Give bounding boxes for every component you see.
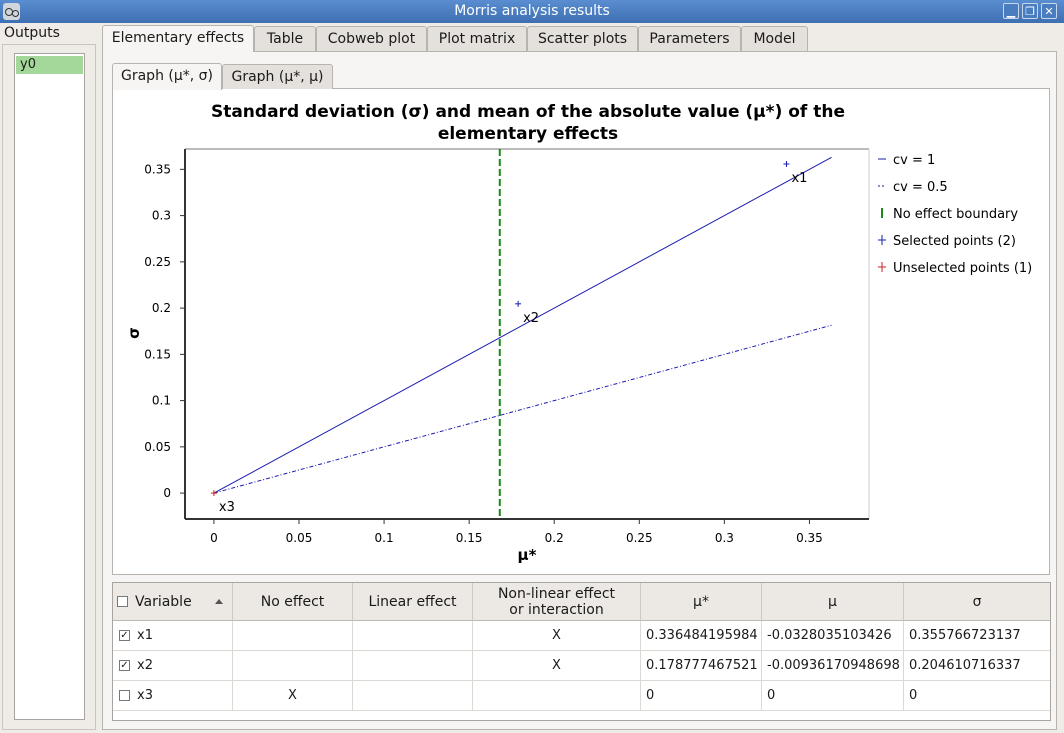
cell-nonlinear-effect[interactable]: X xyxy=(473,621,641,651)
y-axis-label: σ xyxy=(125,327,143,339)
close-button[interactable]: ✕ xyxy=(1041,3,1057,19)
tab-plot-matrix[interactable]: Plot matrix xyxy=(427,26,527,51)
cell-mu[interactable]: -0.0328035103426 xyxy=(762,621,904,651)
x-tick-label: 0.35 xyxy=(796,531,823,545)
x-tick-label: 0.3 xyxy=(715,531,734,545)
cell-nonlinear-effect[interactable]: X xyxy=(473,651,641,681)
outputs-label: Outputs xyxy=(4,25,60,41)
x-tick-label: 0 xyxy=(210,531,218,545)
cell-variable[interactable]: ✓ x1 xyxy=(113,621,233,651)
cell-mustar[interactable]: 0.178777467521 xyxy=(641,651,762,681)
cell-no-effect[interactable] xyxy=(233,651,353,681)
legend-label: Selected points (2) xyxy=(893,234,1016,249)
cv-1-line xyxy=(213,156,832,494)
cv-0-5-line xyxy=(213,324,832,494)
x-tick-label: 0.05 xyxy=(286,531,313,545)
y-tick-label: 0.35 xyxy=(144,162,171,176)
point-x1[interactable] xyxy=(783,161,790,168)
y-tick-label: 0.05 xyxy=(144,440,171,454)
column-header-nonlinear-effect[interactable]: Non-linear effect or interaction xyxy=(473,583,641,621)
cell-nonlinear-effect[interactable] xyxy=(473,681,641,711)
cell-sigma[interactable]: 0 xyxy=(904,681,1050,711)
subtab-graph-mustar-sigma[interactable]: Graph (μ*, σ) xyxy=(112,63,222,90)
y-tick-label: 0.2 xyxy=(152,301,171,315)
point-label: x1 xyxy=(791,171,807,186)
cell-mustar[interactable]: 0.336484195984 xyxy=(641,621,762,651)
cell-sigma[interactable]: 0.204610716337 xyxy=(904,651,1050,681)
sort-ascending-icon xyxy=(215,599,223,604)
row-checkbox[interactable]: ✓ xyxy=(119,660,130,671)
y-tick-label: 0.25 xyxy=(144,255,171,269)
plot-canvas xyxy=(185,149,869,519)
column-header-mustar[interactable]: μ* xyxy=(641,583,762,621)
point-x3[interactable] xyxy=(210,490,217,497)
tab-scatter-plots[interactable]: Scatter plots xyxy=(527,26,638,51)
app-icon xyxy=(3,3,20,20)
legend-item: No effect boundary xyxy=(881,207,1018,222)
legend-label: No effect boundary xyxy=(893,207,1018,222)
outputs-list[interactable]: y0 xyxy=(14,53,85,720)
minimize-button[interactable]: ▁ xyxy=(1003,3,1019,19)
cell-linear-effect[interactable] xyxy=(353,681,473,711)
legend-item: Selected points (2) xyxy=(878,234,1016,249)
tab-parameters[interactable]: Parameters xyxy=(638,26,741,51)
point-label: x2 xyxy=(523,311,539,326)
cell-variable[interactable]: ✓ x2 xyxy=(113,651,233,681)
x-tick-label: 0.2 xyxy=(545,531,564,545)
results-table[interactable]: Variable No effect Linear effect Non-lin… xyxy=(112,582,1051,721)
row-checkbox[interactable]: ✓ xyxy=(119,630,130,641)
x-tick-label: 0.1 xyxy=(375,531,394,545)
subtab-graph-mustar-mu[interactable]: Graph (μ*, μ) xyxy=(222,64,333,89)
cell-linear-effect[interactable] xyxy=(353,651,473,681)
column-header-no-effect[interactable]: No effect xyxy=(233,583,353,621)
y-tick-label: 0 xyxy=(163,486,171,500)
row-checkbox[interactable] xyxy=(119,690,130,701)
y-tick-label: 0.15 xyxy=(144,347,171,361)
select-all-checkbox[interactable] xyxy=(117,596,128,607)
cell-sigma[interactable]: 0.355766723137 xyxy=(904,621,1050,651)
x-axis-label: μ* xyxy=(518,546,537,564)
chart-title-line-2: elementary effects xyxy=(438,124,618,144)
chart-title-line-1: Standard deviation (σ) and mean of the a… xyxy=(211,102,845,122)
y-tick-label: 0.1 xyxy=(152,394,171,408)
legend-label: Unselected points (1) xyxy=(893,261,1032,276)
cell-no-effect[interactable]: X xyxy=(233,681,353,711)
tab-elementary-effects[interactable]: Elementary effects xyxy=(102,25,254,52)
legend-item: Unselected points (1) xyxy=(878,261,1032,276)
column-header-mu[interactable]: μ xyxy=(762,583,904,621)
tab-model[interactable]: Model xyxy=(741,26,808,51)
window-title: Morris analysis results xyxy=(454,3,610,19)
output-item-y0[interactable]: y0 xyxy=(16,56,83,74)
cell-mu[interactable]: -0.00936170948698 xyxy=(762,651,904,681)
cell-variable[interactable]: x3 xyxy=(113,681,233,711)
legend-item: cv = 0.5 xyxy=(878,180,948,195)
variable-name: x1 xyxy=(137,628,153,643)
cell-linear-effect[interactable] xyxy=(353,621,473,651)
point-x2[interactable] xyxy=(515,300,522,307)
legend-label: cv = 1 xyxy=(893,153,935,168)
column-header-variable[interactable]: Variable xyxy=(113,583,233,621)
x-tick-label: 0.15 xyxy=(456,531,483,545)
legend-label: cv = 0.5 xyxy=(893,180,948,195)
column-header-sigma[interactable]: σ xyxy=(904,583,1050,621)
variable-name: x3 xyxy=(137,688,153,703)
chart-area: Standard deviation (σ) and mean of the a… xyxy=(113,89,1049,574)
outputs-panel xyxy=(2,44,96,730)
column-header-variable-label: Variable xyxy=(135,593,192,610)
y-tick-label: 0.3 xyxy=(152,209,171,223)
restore-button[interactable]: ❐ xyxy=(1022,3,1038,19)
x-tick-label: 0.25 xyxy=(626,531,653,545)
tab-table[interactable]: Table xyxy=(254,26,316,51)
point-label: x3 xyxy=(219,500,235,515)
legend-item: cv = 1 xyxy=(878,153,935,168)
cell-no-effect[interactable] xyxy=(233,621,353,651)
column-header-linear-effect[interactable]: Linear effect xyxy=(353,583,473,621)
tab-cobweb-plot[interactable]: Cobweb plot xyxy=(316,26,427,51)
morris-chart[interactable]: Standard deviation (σ) and mean of the a… xyxy=(113,89,1049,574)
variable-name: x2 xyxy=(137,658,153,673)
cell-mustar[interactable]: 0 xyxy=(641,681,762,711)
window-titlebar: Morris analysis results ▁ ❐ ✕ xyxy=(0,0,1064,23)
cell-mu[interactable]: 0 xyxy=(762,681,904,711)
